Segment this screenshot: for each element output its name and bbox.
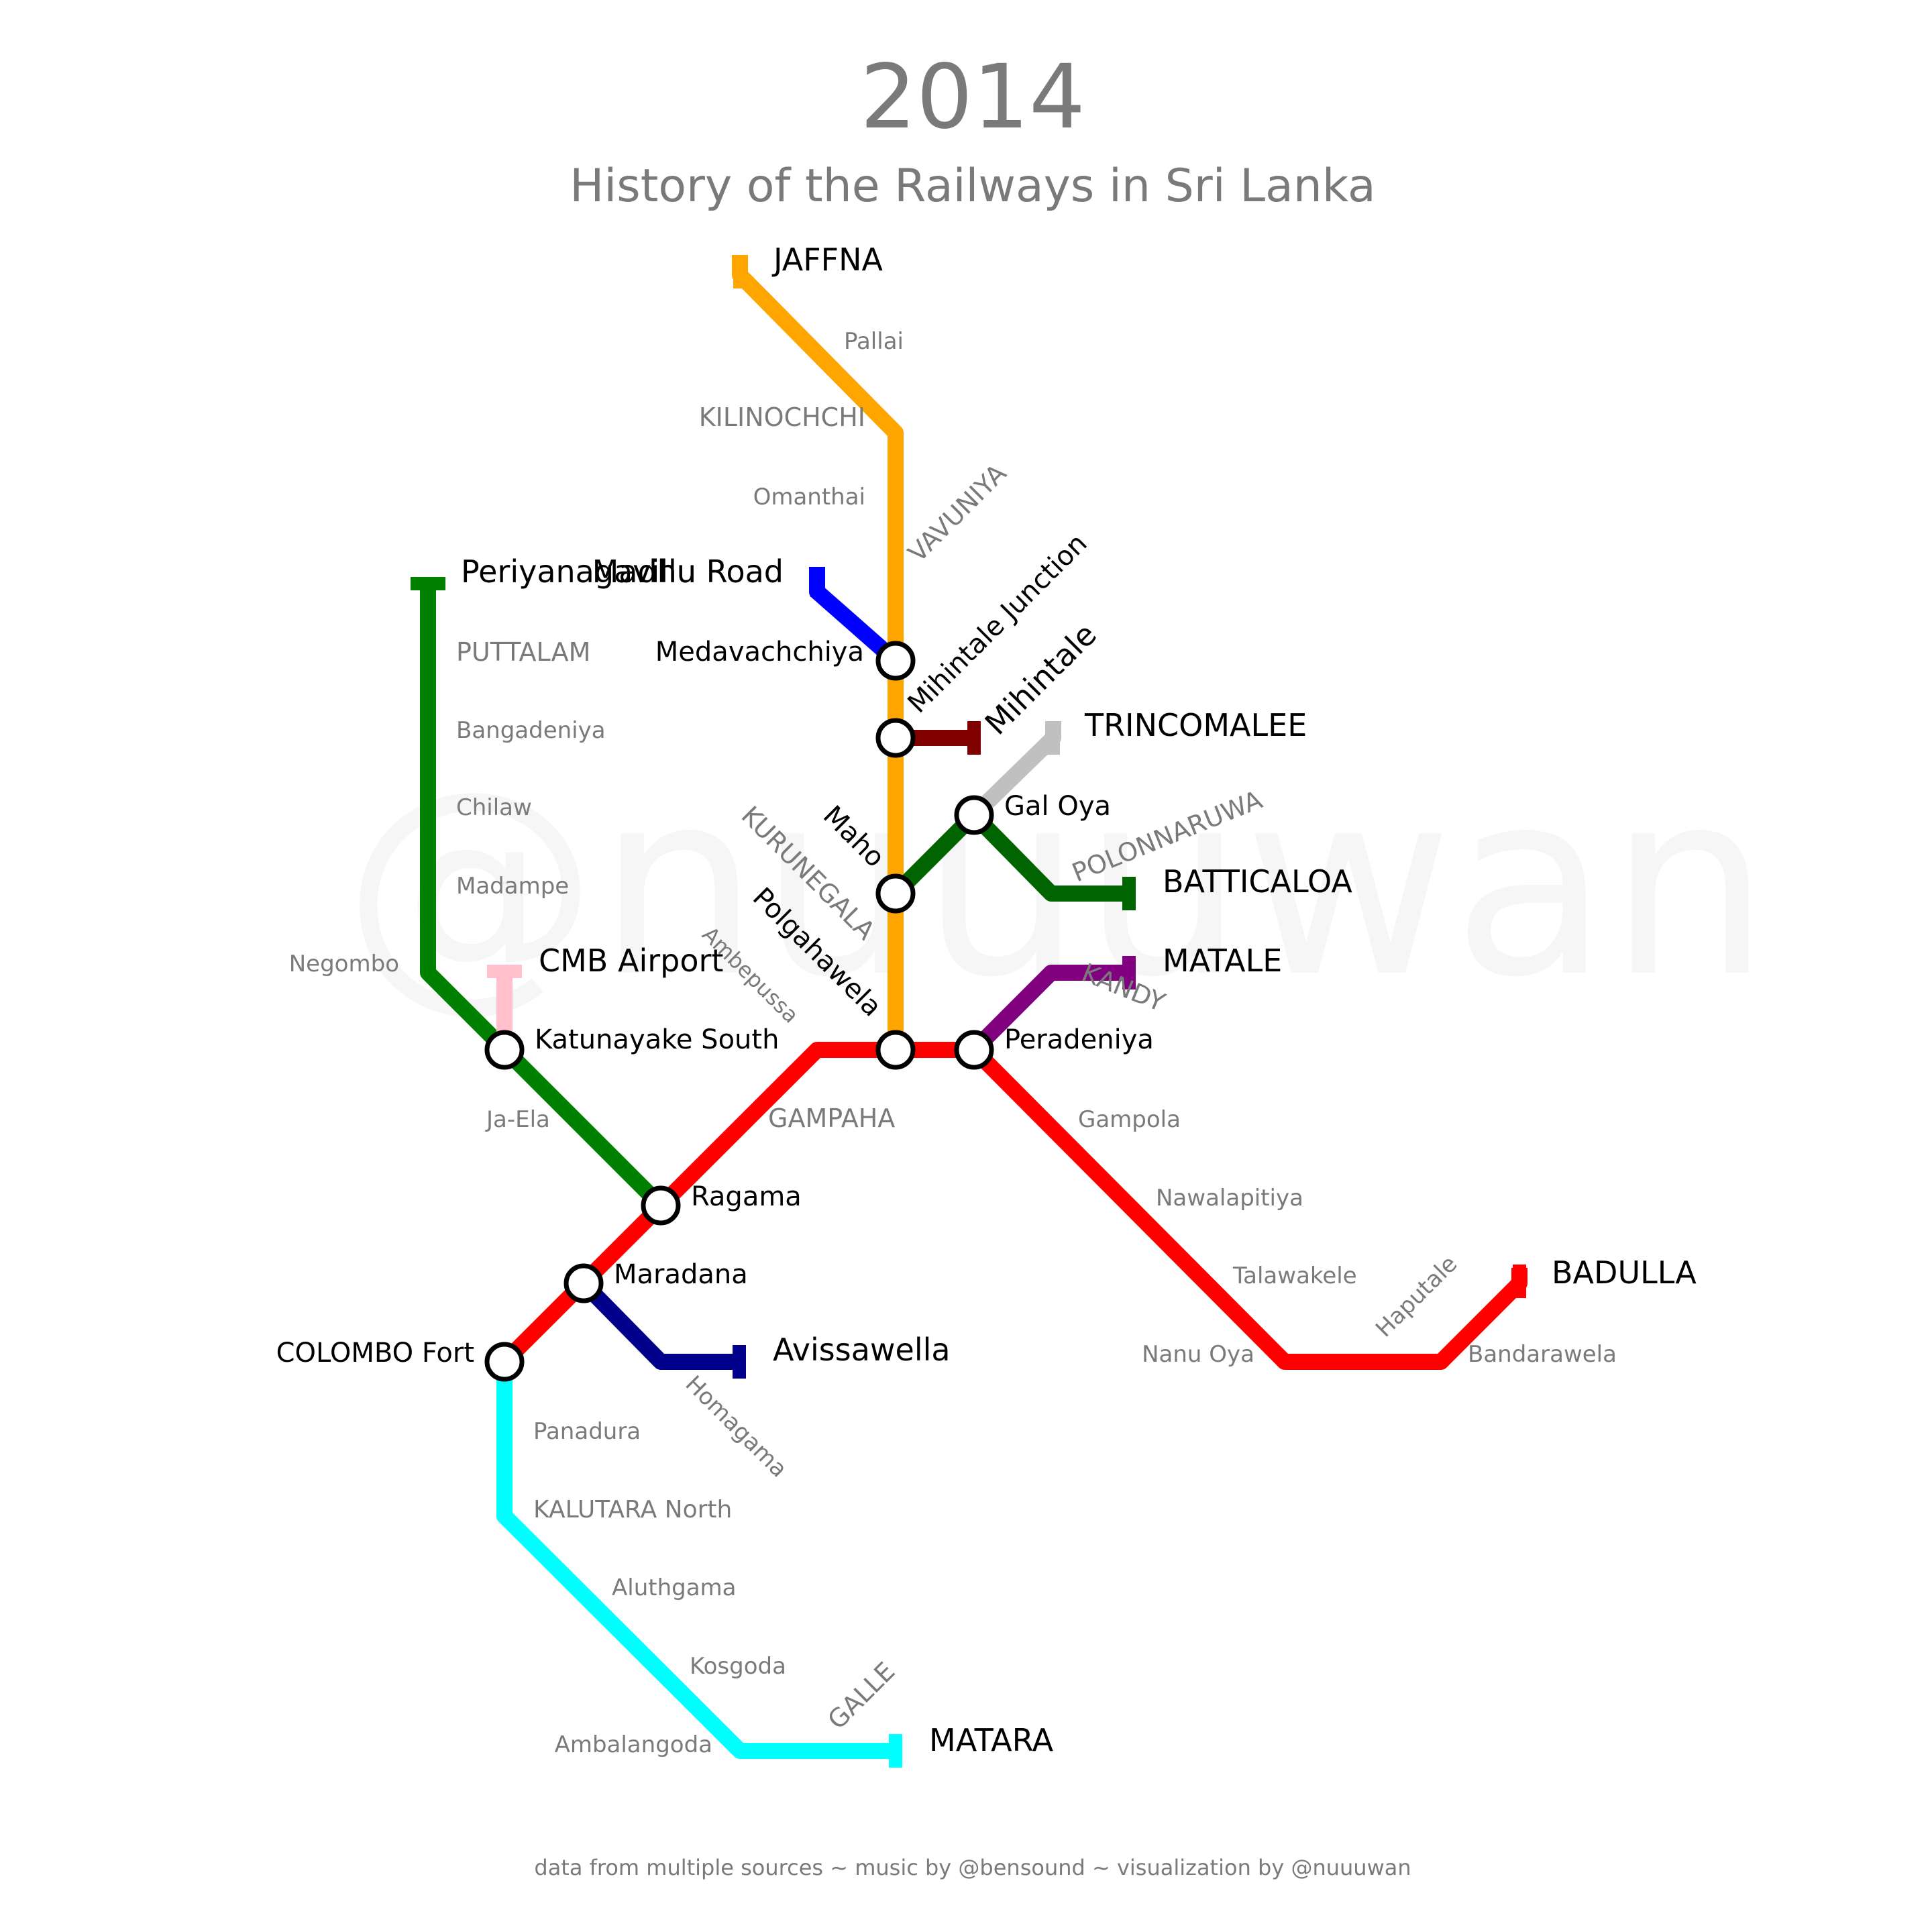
line-kelani-valley bbox=[578, 1277, 739, 1370]
station-katunayake-south bbox=[484, 1030, 525, 1070]
station-medavachchiya bbox=[875, 641, 916, 681]
label-gal-oya: Gal Oya bbox=[1004, 791, 1111, 822]
label-panadura: Panadura bbox=[533, 1418, 641, 1445]
station-maho bbox=[875, 873, 916, 914]
line-batticaloa bbox=[890, 807, 1129, 902]
label-galle: GALLE bbox=[822, 1656, 900, 1735]
label-negombo: Negombo bbox=[289, 951, 399, 977]
page-title: 2014 bbox=[860, 46, 1085, 149]
label-nanu-oya: Nanu Oya bbox=[1142, 1341, 1254, 1368]
label-trincomalee: TRINCOMALEE bbox=[1084, 707, 1307, 743]
page-subtitle: History of the Railways in Sri Lanka bbox=[570, 160, 1375, 213]
label-matara: MATARA bbox=[929, 1722, 1054, 1758]
label-peradeniya: Peradeniya bbox=[1004, 1024, 1154, 1055]
station-polgahawela bbox=[875, 1030, 916, 1070]
label-talawakele: Talawakele bbox=[1232, 1263, 1357, 1289]
label-avissawella: Avissawella bbox=[773, 1332, 951, 1368]
label-ragama: Ragama bbox=[691, 1181, 802, 1212]
station-ragama bbox=[641, 1185, 681, 1226]
station-mihintale-junction bbox=[875, 718, 916, 758]
line-puttalam bbox=[420, 584, 667, 1212]
label-colombo-fort: COLOMBO Fort bbox=[276, 1338, 474, 1368]
label-omanthai: Omanthai bbox=[753, 484, 865, 511]
label-gampola: Gampola bbox=[1078, 1106, 1181, 1133]
label-homagama: Homagama bbox=[680, 1371, 792, 1483]
label-periyanagavillu: Periyanagavillu bbox=[461, 553, 696, 590]
label-aluthgama: Aluthgama bbox=[612, 1574, 737, 1601]
label-haputale: Haputale bbox=[1371, 1250, 1462, 1342]
label-vavuniya: VAVUNIYA bbox=[902, 458, 1012, 568]
station-gal-oya bbox=[954, 795, 994, 835]
label-katunayake-south: Katunayake South bbox=[535, 1024, 779, 1055]
label-ambalangoda: Ambalangoda bbox=[555, 1731, 712, 1758]
label-kosgoda: Kosgoda bbox=[690, 1653, 786, 1680]
line-matale bbox=[968, 965, 1129, 1056]
watermark: @nuuuwan bbox=[343, 736, 1770, 1033]
station-maradana bbox=[564, 1263, 604, 1303]
label-maradana: Maradana bbox=[614, 1259, 748, 1290]
label-bangadeniya: Bangadeniya bbox=[456, 717, 606, 744]
label-matale: MATALE bbox=[1163, 943, 1282, 979]
label-badulla: BADULLA bbox=[1552, 1254, 1697, 1291]
label-gampaha: GAMPAHA bbox=[768, 1104, 895, 1133]
label-kilinochchi: KILINOCHCHI bbox=[699, 402, 865, 432]
label-medavachchiya: Medavachchiya bbox=[655, 637, 864, 667]
label-bandarawela: Bandarawela bbox=[1468, 1341, 1617, 1368]
label-cmb-airport: CMB Airport bbox=[539, 943, 723, 979]
label-jaffna: JAFFNA bbox=[771, 241, 883, 278]
label-ja-ela: Ja-Ela bbox=[485, 1106, 550, 1133]
label-kalutara-north: KALUTARA North bbox=[533, 1496, 732, 1523]
label-puttalam: PUTTALAM bbox=[456, 637, 590, 667]
line-coastal bbox=[496, 1362, 896, 1759]
label-madhu-road: Madhu Road bbox=[592, 553, 784, 590]
station-peradeniya bbox=[954, 1030, 994, 1070]
label-pallai: Pallai bbox=[844, 328, 904, 355]
label-chilaw: Chilaw bbox=[456, 794, 532, 821]
station-colombo-fort bbox=[484, 1342, 525, 1382]
label-nawalapitiya: Nawalapitiya bbox=[1156, 1185, 1303, 1212]
label-batticaloa: BATTICALOA bbox=[1163, 863, 1352, 900]
footer-credits: data from multiple sources ~ music by @b… bbox=[534, 1855, 1411, 1880]
label-madampe: Madampe bbox=[456, 873, 569, 900]
